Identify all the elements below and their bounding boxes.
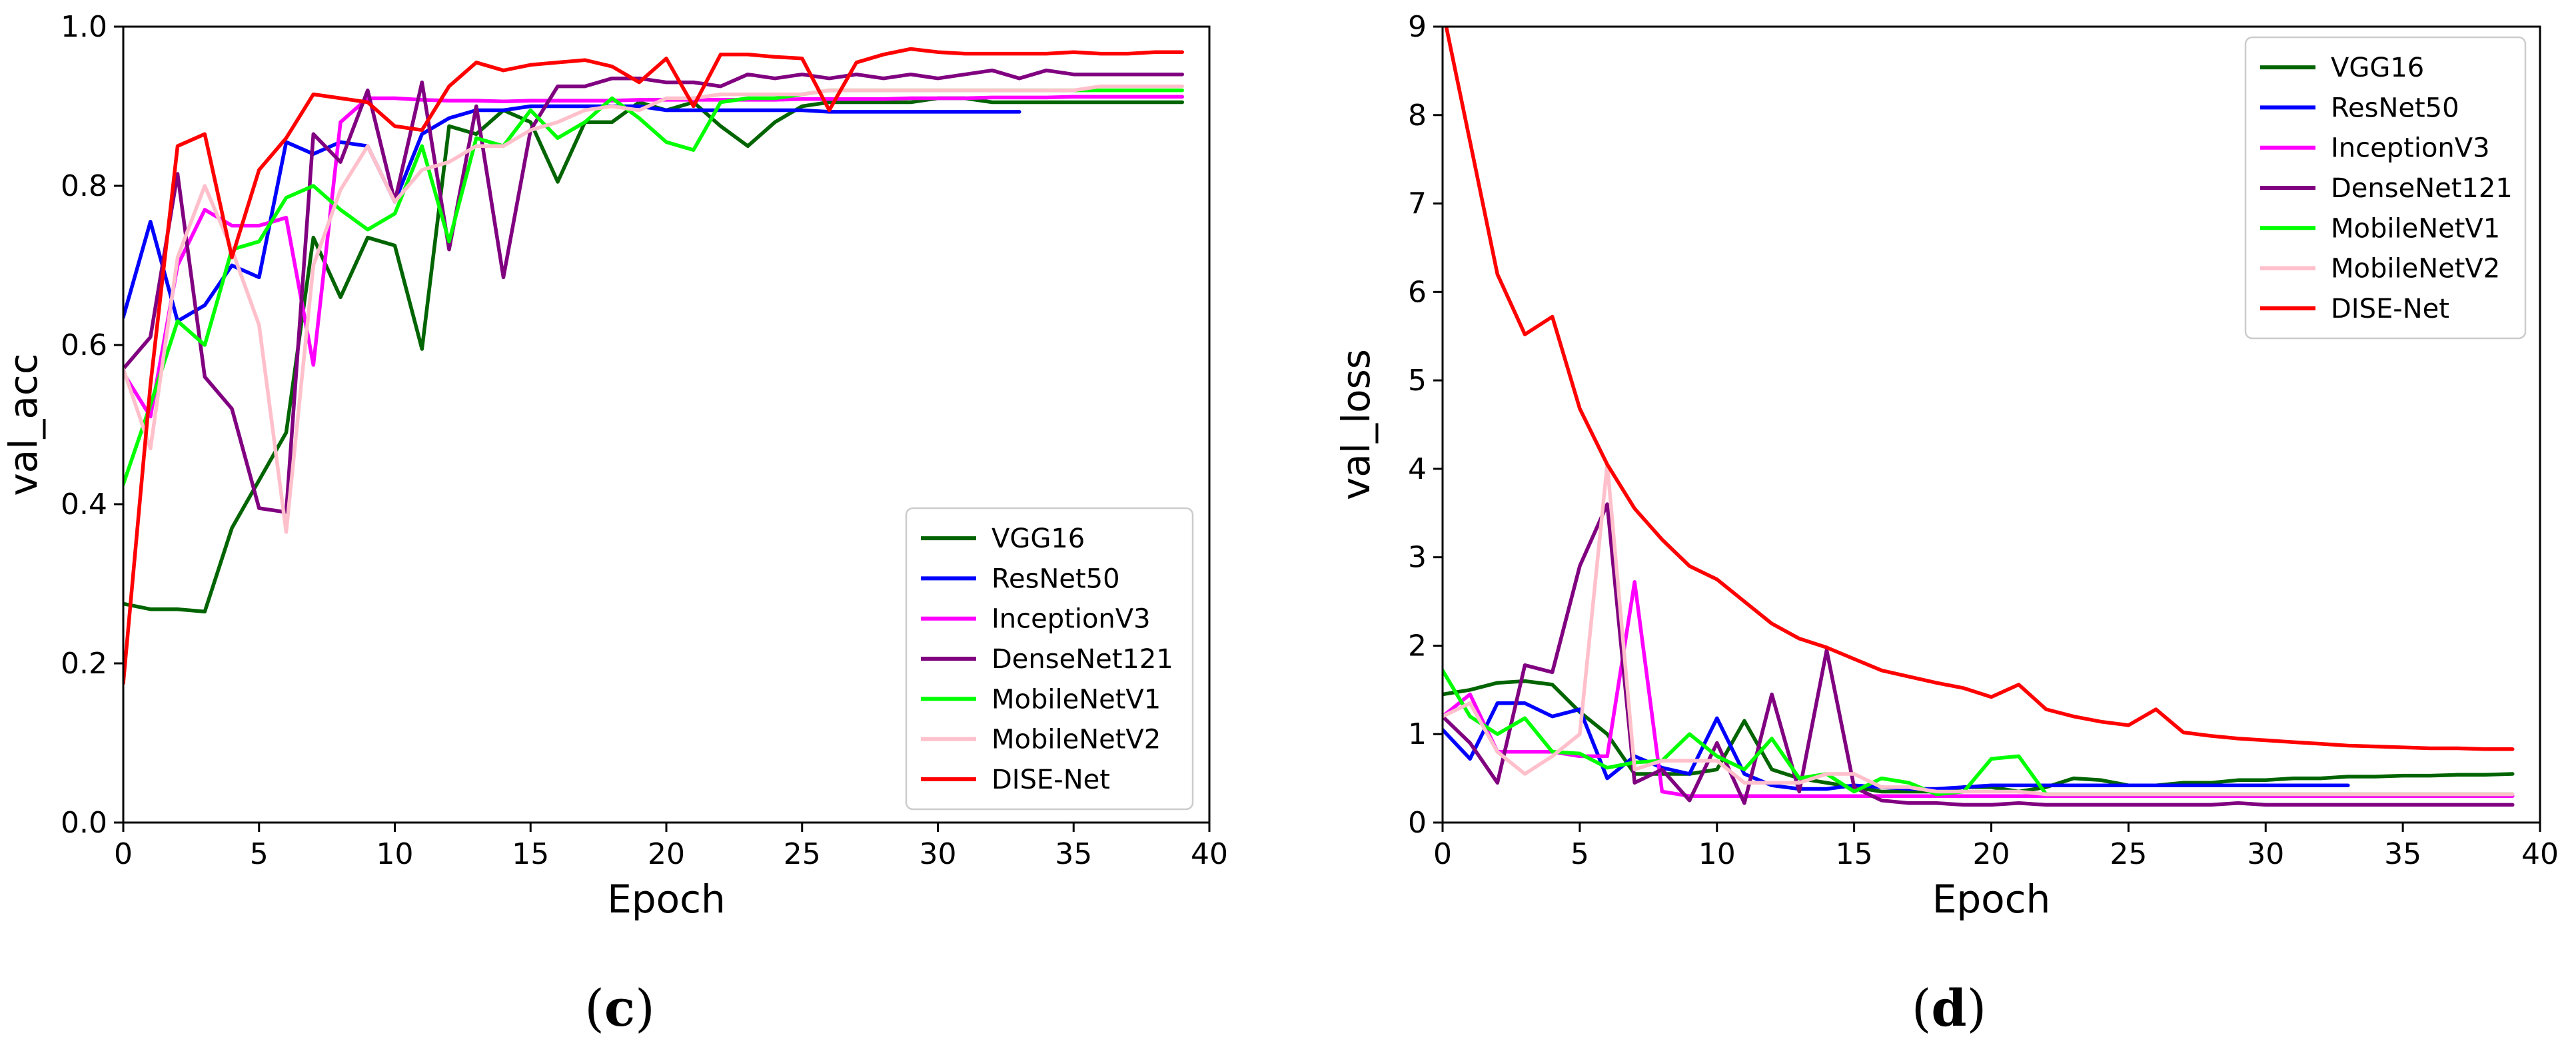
acc-x-tick-label: 10 [376,837,414,871]
acc-y-axis-label: val_acc [1,353,46,496]
loss-x-tick-label: 10 [1698,837,1736,871]
loss-y-tick-label: 8 [1408,99,1427,133]
loss-y-tick-label: 4 [1408,452,1427,486]
acc-legend-label-densenet121: DenseNet121 [991,644,1173,675]
loss-legend-label-vgg16: VGG16 [2331,53,2424,83]
loss-series-dise-net [1444,27,2515,751]
loss-y-tick-label: 6 [1408,275,1427,309]
acc-series-inceptionv3 [123,95,1185,419]
loss-y-tick-label: 9 [1408,10,1427,44]
val-acc-panel: 0 5 10 15 20 25 30 35 40 0.0 0.2 0.4 0.6 0.8 1.0 Epoch v… [1,10,1228,1038]
loss-x-axis-label: Epoch [1932,877,2051,922]
acc-y-tick-label: 0.4 [61,488,107,522]
acc-legend-label-inceptionv3: InceptionV3 [991,604,1151,635]
loss-y-tick-label: 3 [1408,541,1427,575]
loss-legend-label-densenet121: DenseNet121 [2331,173,2513,204]
loss-y-tick-label: 5 [1408,364,1427,398]
acc-series-dise-net [123,47,1185,685]
loss-series-mobilenetv2 [1443,462,2515,797]
loss-legend-label-mobilenetv1: MobileNetV1 [2331,213,2500,244]
loss-x-tick-label: 15 [1836,837,1873,871]
loss-x-tick-label: 40 [2521,837,2559,871]
acc-x-tick-label: 0 [114,837,133,871]
loss-legend-label-dise-net: DISE-Net [2331,294,2449,324]
acc-x-axis-label: Epoch [607,877,726,922]
loss-legend-label-resnet50: ResNet50 [2331,93,2459,123]
loss-series-densenet121 [1443,502,2515,807]
acc-legend: VGG16 ResNet50 InceptionV3 DenseNet121 Mobil… [905,507,1194,811]
acc-y-tick-label: 0.6 [61,328,107,362]
loss-x-tick-label: 5 [1571,837,1589,871]
loss-y-tick-label: 7 [1408,187,1427,221]
acc-series-lines [123,47,1185,685]
acc-x-tick-label: 25 [784,837,821,871]
loss-series-lines [1443,27,2515,807]
loss-y-tick-label: 1 [1408,717,1427,751]
loss-legend-label-inceptionv3: InceptionV3 [2331,133,2490,164]
acc-x-tick-label: 35 [1055,837,1092,871]
acc-x-tick-label: 15 [512,837,549,871]
acc-legend-label-dise-net: DISE-Net [991,765,1110,795]
acc-series-densenet121 [123,68,1185,514]
loss-legend-box [2244,36,2527,340]
loss-panel-caption: (d) [1912,978,1986,1038]
loss-y-axis-label: val_loss [1333,349,1379,500]
loss-legend-label-mobilenetv2: MobileNetV2 [2331,254,2500,284]
acc-y-tick-label: 1.0 [61,10,107,44]
acc-x-tick-label: 30 [920,837,957,871]
loss-x-tick-label: 35 [2384,837,2421,871]
acc-legend-label-vgg16: VGG16 [991,524,1085,554]
loss-y-tick-label: 2 [1408,629,1427,663]
acc-legend-box [905,507,1194,811]
loss-legend: VGG16 ResNet50 InceptionV3 DenseNet121 Mobil… [2244,36,2527,340]
acc-legend-label-resnet50: ResNet50 [991,563,1120,594]
acc-panel-caption: (c) [584,978,655,1038]
acc-y-tick-label: 0.8 [61,169,107,203]
acc-x-tick-label: 5 [250,837,269,871]
loss-x-tick-label: 30 [2247,837,2284,871]
loss-x-tick-label: 0 [1433,837,1452,871]
acc-y-tick-label: 0.0 [61,806,107,840]
acc-x-tick-label: 20 [648,837,685,871]
acc-y-tick-label: 0.2 [61,647,107,681]
val-loss-panel: 0 5 10 15 20 25 30 35 40 0 1 2 3 4 5 6 7 8 9 Epoch val_loss V… [1333,10,2559,1038]
acc-x-tick-label: 40 [1191,837,1228,871]
acc-series-mobilenetv2 [123,84,1185,534]
acc-legend-label-mobilenetv1: MobileNetV1 [991,684,1161,715]
acc-legend-label-mobilenetv2: MobileNetV2 [991,725,1161,755]
loss-x-tick-label: 25 [2110,837,2147,871]
acc-series-resnet50 [123,104,1021,323]
loss-x-tick-label: 20 [1973,837,2010,871]
loss-y-tick-label: 0 [1408,806,1427,840]
